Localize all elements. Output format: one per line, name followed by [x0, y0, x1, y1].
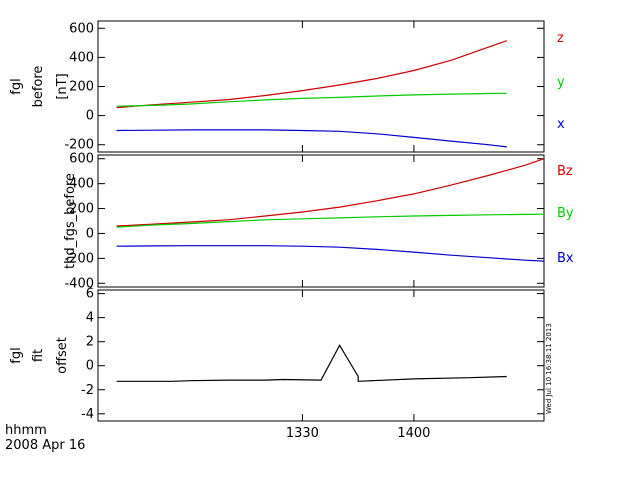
- y-axis-label: fgl: [9, 78, 24, 94]
- series-line: [116, 245, 545, 262]
- y-tick-label: 4: [86, 311, 94, 326]
- y-tick-label: -400: [64, 276, 94, 291]
- y-tick-label: 0: [86, 226, 94, 241]
- panel-2: -400 -200 0 200 400 600 thd_fgs_before Bz By Bx: [63, 152, 574, 292]
- y-tick-label: 400: [69, 177, 94, 192]
- x-tick-label: 1330: [286, 426, 319, 441]
- y-axis-label: thd: [0, 0, 11, 4]
- y-tick-label: 0: [86, 359, 94, 374]
- y-axis-label: thd_fgs_before: [63, 173, 78, 269]
- y-axis-label: fit: [31, 349, 46, 362]
- series-line: [116, 40, 507, 109]
- y-axis-label: [nT]: [55, 73, 70, 99]
- y-tick-label: -2: [81, 383, 94, 398]
- y-tick-label: -200: [64, 138, 94, 153]
- y-tick-label: -200: [64, 251, 94, 266]
- x-tick-label: 1400: [397, 426, 430, 441]
- date-label: 2008 Apr 16: [5, 438, 85, 453]
- series-line: [116, 129, 507, 148]
- y-tick-label: 0: [86, 109, 94, 124]
- plot-frame: [97, 20, 545, 153]
- plot-frame: [97, 289, 545, 422]
- y-tick-label: -4: [81, 407, 94, 422]
- legend-label: z: [557, 31, 564, 46]
- panel-1: -200 0 200 400 600 thd fgl before [nT] z y x: [0, 0, 565, 153]
- y-tick-label: 200: [69, 202, 94, 217]
- y-axis-label: offset: [55, 337, 70, 374]
- legend-label: Bz: [557, 164, 573, 179]
- legend-label: x: [557, 117, 565, 132]
- timestamp-stamp: Wed Jul 10 16:38:11 2013: [545, 323, 553, 414]
- series-line: [116, 158, 545, 227]
- series-line: [116, 213, 545, 228]
- y-tick-label: 200: [69, 80, 94, 95]
- plot-frame: [97, 154, 545, 288]
- legend-label: By: [557, 206, 574, 221]
- legend-label: y: [557, 75, 565, 90]
- panel-3: -4 -2 0 2 4 6 1330 1400 fgl fit offset: [9, 287, 545, 441]
- time-unit-label: hhmm: [5, 423, 47, 438]
- y-tick-label: 600: [69, 21, 94, 36]
- series-line: [116, 92, 507, 107]
- legend-label: Bx: [557, 251, 574, 266]
- y-tick-label: 600: [69, 152, 94, 167]
- series-line: [116, 344, 507, 382]
- y-tick-label: 400: [69, 50, 94, 65]
- y-axis-label: fgl: [9, 347, 24, 363]
- y-tick-label: 2: [86, 335, 94, 350]
- y-axis-label: before: [31, 66, 46, 108]
- y-tick-label: 6: [86, 287, 94, 302]
